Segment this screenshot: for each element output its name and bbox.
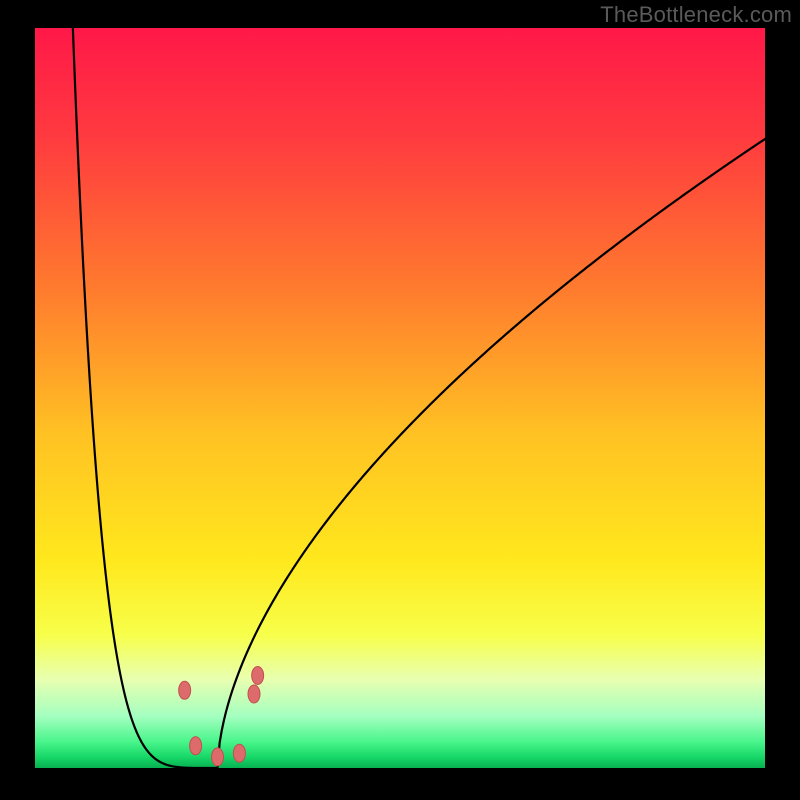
watermark-text: TheBottleneck.com	[600, 2, 792, 28]
plot-gradient-background	[35, 28, 765, 768]
marker-dot	[179, 681, 191, 699]
marker-dot	[252, 667, 264, 685]
marker-dot	[212, 748, 224, 766]
marker-dot	[233, 744, 245, 762]
marker-dot	[190, 737, 202, 755]
bottleneck-chart	[0, 0, 800, 800]
marker-dot	[248, 685, 260, 703]
